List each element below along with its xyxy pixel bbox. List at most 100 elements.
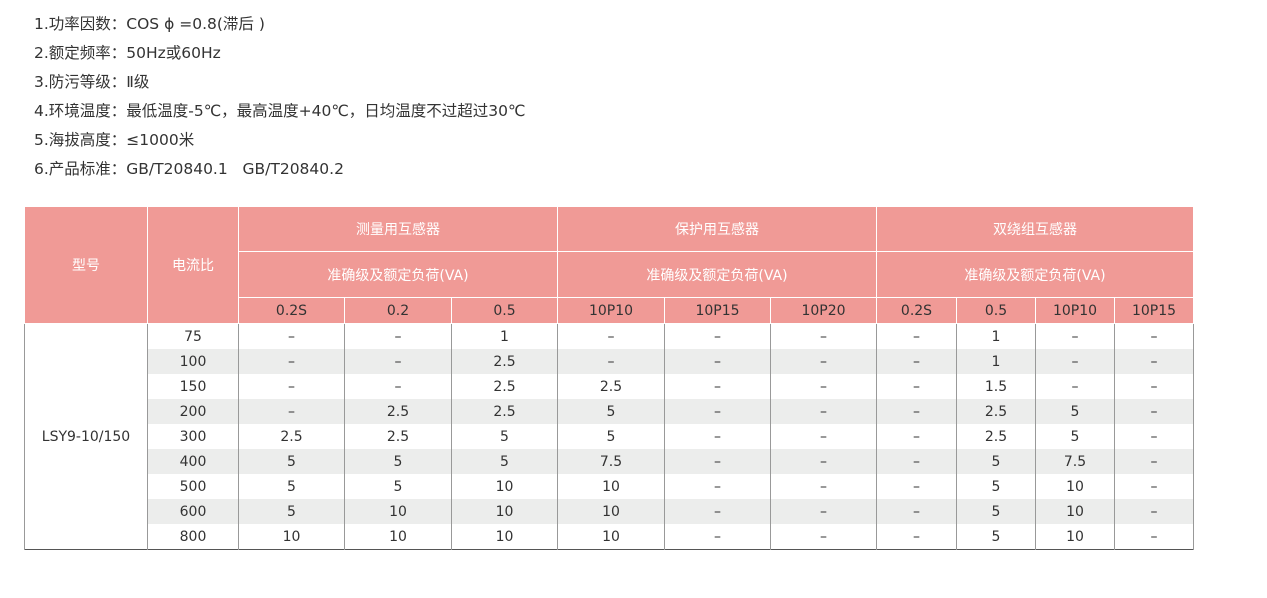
load-cell: 5 (451, 449, 558, 474)
load-cell: – (770, 399, 877, 424)
load-cell: – (770, 323, 877, 349)
load-cell: 5 (956, 499, 1036, 524)
table-row: 100– –2.5– – – –1– – (25, 349, 1194, 374)
load-cell: 5 (344, 474, 452, 499)
ratio-cell: 100 (147, 349, 239, 374)
load-cell: 5 (557, 399, 665, 424)
class-header: 0.2S (876, 297, 957, 324)
load-cell: – (1114, 399, 1194, 424)
spec-table: 型号 电流比 测量用互感器 保护用互感器 双绕组互感器 准确级及额定负荷(VA)… (24, 206, 1194, 550)
load-cell: 5 (1035, 399, 1115, 424)
load-cell: 5 (1035, 424, 1115, 449)
table-row: 600 5 10 10 10– – –5 10– (25, 499, 1194, 524)
load-cell: – (1114, 424, 1194, 449)
ratio-cell: 600 (147, 499, 239, 524)
load-cell: – (1114, 349, 1194, 374)
sub-header: 准确级及额定负荷(VA) (557, 251, 877, 298)
load-cell: 10 (557, 499, 665, 524)
ratio-cell: 150 (147, 374, 239, 399)
load-cell: 5 (557, 424, 665, 449)
load-cell: – (1035, 349, 1115, 374)
load-cell: – (876, 474, 957, 499)
load-cell: 10 (1035, 499, 1115, 524)
load-cell: 5 (956, 524, 1036, 550)
load-cell: – (1114, 474, 1194, 499)
load-cell: – (876, 349, 957, 374)
spec-power-factor: 1.功率因数：COS ϕ =0.8(滞后 ) (34, 15, 265, 33)
load-cell: – (664, 374, 771, 399)
load-cell: 10 (344, 499, 452, 524)
load-cell: 2.5 (344, 399, 452, 424)
class-header: 10P15 (664, 297, 771, 324)
class-header: 0.5 (956, 297, 1036, 324)
load-cell: – (557, 323, 665, 349)
load-cell: – (876, 399, 957, 424)
load-cell: – (344, 323, 452, 349)
load-cell: 7.5 (1035, 449, 1115, 474)
group-dual-winding: 双绕组互感器 (876, 206, 1194, 252)
ratio-cell: 500 (147, 474, 239, 499)
load-cell: – (664, 449, 771, 474)
load-cell: 5 (344, 449, 452, 474)
load-cell: – (664, 399, 771, 424)
ratio-cell: 800 (147, 524, 239, 550)
load-cell: 5 (451, 424, 558, 449)
load-cell: – (664, 524, 771, 550)
model-header: 型号 (24, 206, 148, 324)
load-cell: – (238, 349, 345, 374)
sub-header: 准确级及额定负荷(VA) (238, 251, 558, 298)
load-cell: – (344, 349, 452, 374)
table-row: 150– –2.5 2.5– – –1.5– – (25, 374, 1194, 399)
load-cell: – (238, 323, 345, 349)
load-cell: – (1114, 499, 1194, 524)
load-cell: 10 (451, 474, 558, 499)
load-cell: 1 (451, 323, 558, 349)
load-cell: 1.5 (956, 374, 1036, 399)
load-cell: 5 (956, 474, 1036, 499)
spec-temperature: 4.环境温度：最低温度-5℃，最高温度+40℃，日均温度不过超过30℃ (34, 102, 526, 120)
load-cell: – (770, 349, 877, 374)
load-cell: – (1114, 524, 1194, 550)
load-cell: 1 (956, 323, 1036, 349)
spec-frequency: 2.额定频率：50Hz或60Hz (34, 44, 221, 62)
class-header: 0.2 (344, 297, 452, 324)
load-cell: 7.5 (557, 449, 665, 474)
load-cell: 2.5 (451, 399, 558, 424)
class-header: 10P10 (1035, 297, 1115, 324)
sub-header: 准确级及额定负荷(VA) (876, 251, 1194, 298)
model-cell: LSY9-10/150 (24, 323, 148, 550)
load-cell: – (770, 524, 877, 550)
spec-list: 1.功率因数：COS ϕ =0.8(滞后 ) 2.额定频率：50Hz或60Hz … (34, 10, 525, 184)
load-cell: 5 (238, 499, 345, 524)
load-cell: 10 (451, 499, 558, 524)
spec-pollution-level: 3.防污等级：Ⅱ级 (34, 73, 150, 91)
load-cell: – (876, 374, 957, 399)
load-cell: – (1114, 323, 1194, 349)
load-cell: 1 (956, 349, 1036, 374)
table-row: 500 5 5 10 10– – –5 10– (25, 474, 1194, 499)
ratio-cell: 200 (147, 399, 239, 424)
load-cell: – (238, 399, 345, 424)
table-row: 300 2.5 2.5 5 5– – –2.5 5– (25, 424, 1194, 449)
load-cell: – (876, 499, 957, 524)
load-cell: – (770, 499, 877, 524)
class-header: 10P10 (557, 297, 665, 324)
load-cell: 2.5 (557, 374, 665, 399)
group-measurement: 测量用互感器 (238, 206, 558, 252)
ratio-header: 电流比 (147, 206, 239, 324)
class-header: 10P20 (770, 297, 877, 324)
load-cell: 5 (238, 449, 345, 474)
load-cell: – (770, 474, 877, 499)
load-cell: 10 (557, 524, 665, 550)
table-row: 400 5 5 5 7.5– – –5 7.5– (25, 449, 1194, 474)
load-cell: – (557, 349, 665, 374)
table-row: LSY9-10/150 75– –1– – – –1– – (24, 323, 1194, 550)
load-cell: – (238, 374, 345, 399)
load-cell: 2.5 (956, 424, 1036, 449)
load-cell: 2.5 (956, 399, 1036, 424)
load-cell: – (876, 449, 957, 474)
load-cell: – (1035, 374, 1115, 399)
load-cell: – (1035, 323, 1115, 349)
spec-standard: 6.产品标准：GB/T20840.1 GB/T20840.2 (34, 160, 344, 178)
load-cell: – (664, 474, 771, 499)
